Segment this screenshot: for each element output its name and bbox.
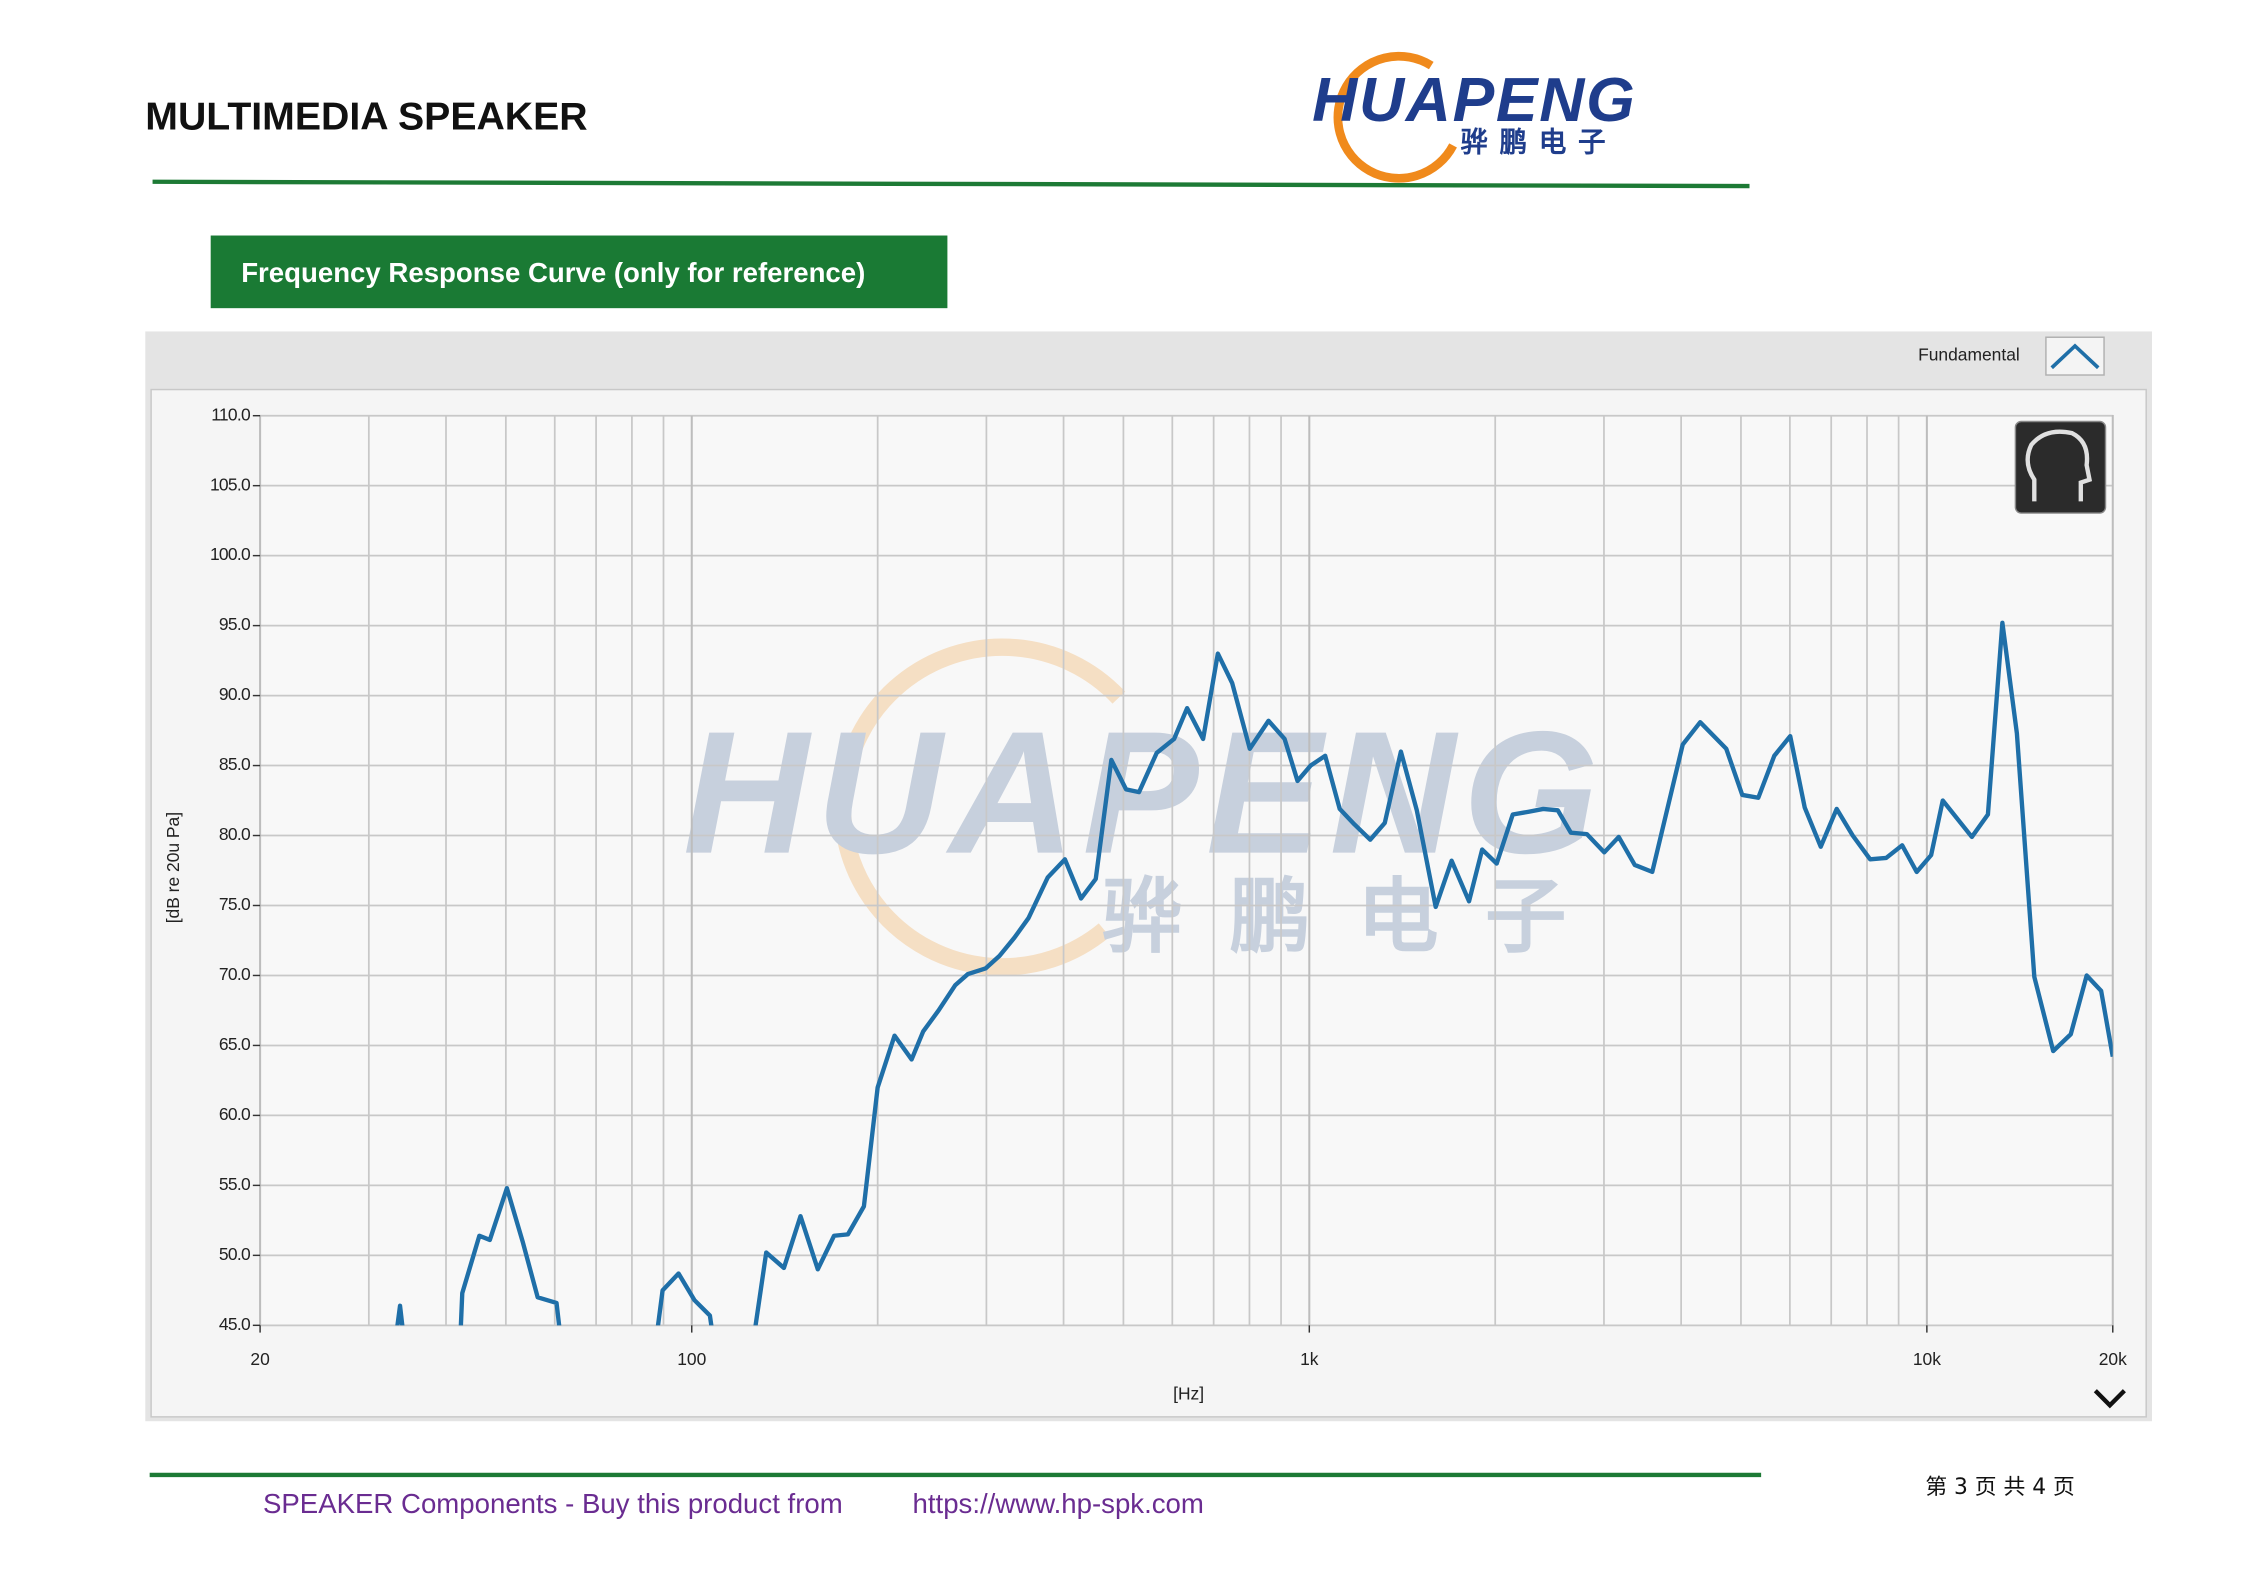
legend-swatch [2050, 343, 2100, 370]
y-tick-label: 55.0 [219, 1174, 251, 1194]
y-tick-label: 70.0 [219, 964, 251, 984]
y-tick-label: 45.0 [219, 1314, 251, 1334]
watermark-subtitle: 骅鹏电子 [1101, 871, 1612, 962]
y-tick-label: 100.0 [210, 544, 251, 564]
x-tick-label: 100 [677, 1349, 706, 1369]
x-tick-label: 10k [1913, 1349, 1941, 1369]
series-line [395, 620, 2113, 1326]
legend-label: Fundamental [1918, 345, 2020, 365]
footer-text: SPEAKER Components - Buy this product fr… [263, 1488, 843, 1519]
y-tick-label: 105.0 [210, 474, 251, 494]
plot-area [259, 414, 2114, 1327]
ear-icon[interactable] [2014, 420, 2107, 514]
logo: HUAPENG 骅鹏电子 [1312, 51, 1635, 183]
x-tick-label: 1k [1300, 1349, 1319, 1369]
page-number: 第 3 页 共 4 页 [1925, 1475, 2074, 1500]
y-tick-label: 90.0 [219, 684, 251, 704]
y-axis-label: [dB re 20u Pa] [163, 812, 183, 923]
y-tick-label: 65.0 [219, 1034, 251, 1054]
section-title: Frequency Response Curve (only for refer… [241, 257, 865, 288]
x-axis-label: [Hz] [1173, 1384, 1204, 1404]
y-tick-label: 60.0 [219, 1104, 251, 1124]
y-tick-label: 50.0 [219, 1244, 251, 1264]
logo-subtitle: 骅鹏电子 [1460, 126, 1617, 157]
x-tick-label: 20 [250, 1349, 270, 1369]
doc-title: MULTIMEDIA SPEAKER [145, 95, 587, 139]
logo-arc [1333, 51, 1457, 183]
footer-url[interactable]: https://www.hp-spk.com [913, 1488, 1204, 1519]
expand-chevron[interactable] [2093, 1389, 2126, 1409]
y-tick-label: 110.0 [211, 404, 251, 424]
header-rule [152, 179, 1750, 189]
grid [259, 414, 2114, 1327]
plot [395, 620, 2113, 1326]
watermark-arc [833, 638, 1126, 976]
x-tick-label: 20k [2099, 1349, 2127, 1369]
y-tick-label: 80.0 [219, 824, 251, 844]
y-tick-label: 85.0 [219, 754, 251, 774]
icon-head [2025, 429, 2093, 502]
axes: 45.0 50.0 55.0 60.0 65.0 70.0 75.0 80.0 85.0 90.0… [210, 404, 2127, 1368]
legend-swatch-box[interactable] [2045, 336, 2105, 376]
section-box [210, 235, 948, 309]
y-tick-label: 75.0 [219, 894, 251, 914]
y-tick-label: 95.0 [219, 614, 251, 634]
logo-text: HUAPENG [1312, 65, 1635, 135]
